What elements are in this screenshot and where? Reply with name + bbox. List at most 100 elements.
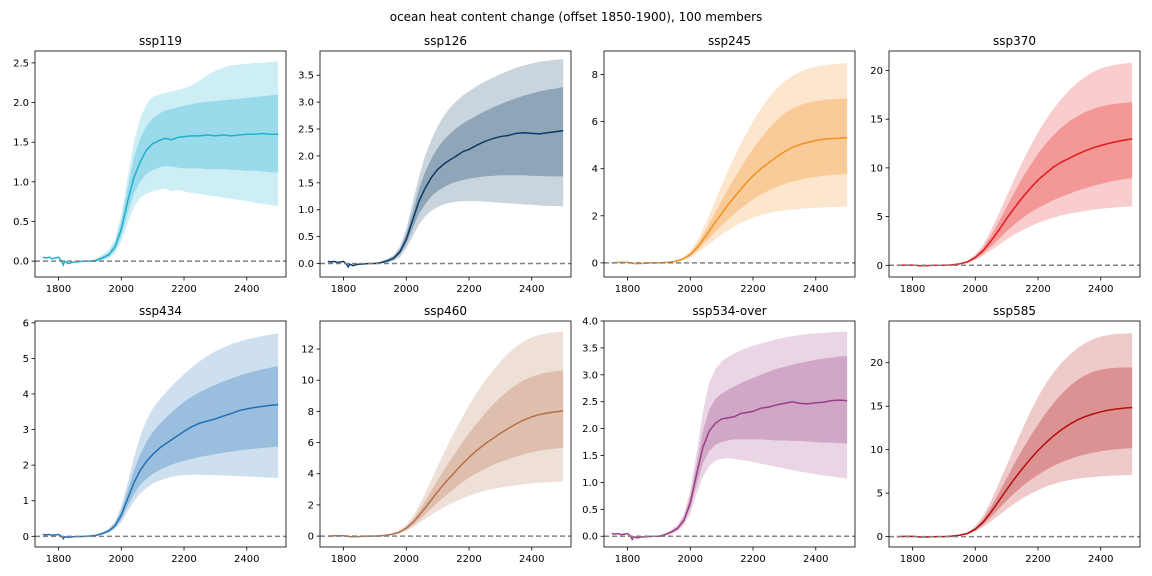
x-tick-label: 2000 (394, 554, 419, 565)
plot-area (320, 59, 571, 269)
x-tick-label: 2200 (740, 284, 765, 295)
y-tick-label: 8 (308, 407, 314, 418)
y-tick-label: 3.5 (298, 71, 314, 82)
subplot-title: ssp370 (993, 34, 1036, 48)
subplot-title: ssp460 (424, 304, 467, 318)
band-5-95 (42, 61, 279, 266)
x-tick-label: 2200 (1025, 554, 1050, 565)
y-tick-label: 3.0 (582, 370, 598, 381)
band-17-83 (327, 370, 564, 537)
band-17-83 (611, 98, 848, 264)
axes-frame (319, 50, 572, 278)
subplot-title: ssp119 (139, 34, 182, 48)
axes-frame (888, 50, 1141, 278)
x-tick-label: 2200 (171, 284, 196, 295)
y-tick-label: 4 (592, 164, 598, 175)
y-tick-label: 0 (23, 532, 29, 543)
y-tick-label: 1.5 (582, 451, 598, 462)
x-tick-label: 2200 (456, 284, 481, 295)
y-tick-label: 6 (23, 318, 29, 329)
x-tick-label: 2200 (171, 554, 196, 565)
y-tick-label: 15 (870, 115, 883, 126)
x-tick-label: 2400 (1088, 554, 1113, 565)
x-tick-label: 1800 (331, 284, 356, 295)
y-tick-label: 3.0 (298, 98, 314, 109)
y-tick-label: 1.0 (298, 205, 314, 216)
y-tick-label: 0 (877, 261, 883, 272)
plot-area (320, 331, 571, 538)
median-line (896, 138, 1133, 267)
x-tick-label: 1800 (900, 284, 925, 295)
y-tick-label: 8 (592, 70, 598, 81)
x-tick-label: 2000 (109, 284, 134, 295)
x-tick-label: 2000 (963, 284, 988, 295)
x-tick-label: 2000 (109, 554, 134, 565)
y-tick-label: 4 (308, 469, 314, 480)
y-tick-label: 0.5 (298, 232, 314, 243)
figure-suptitle: ocean heat content change (offset 1850-1… (389, 10, 763, 24)
subplot-title: ssp245 (708, 34, 751, 48)
y-tick-label: 1.0 (13, 177, 29, 188)
y-tick-label: 4 (23, 389, 29, 400)
axes-frame (603, 50, 856, 278)
x-tick-label: 1800 (615, 284, 640, 295)
x-tick-label: 2000 (678, 284, 703, 295)
median-line (327, 129, 564, 269)
y-tick-label: 1.0 (582, 478, 598, 489)
y-tick-label: 1 (23, 496, 29, 507)
x-tick-label: 2400 (234, 284, 259, 295)
axes-frame (34, 320, 287, 548)
x-tick-label: 1800 (46, 284, 71, 295)
subplot-title: ssp434 (139, 304, 182, 318)
band-5-95 (42, 333, 279, 539)
y-tick-label: 5 (877, 489, 883, 500)
y-tick-label: 2 (23, 461, 29, 472)
plot-area (889, 333, 1140, 538)
subplot-ssp245: ssp245 1800 2000 2200 2400 0 2 4 6 8 (592, 34, 856, 295)
x-tick-label: 2400 (519, 284, 544, 295)
subplot-title: ssp534-over (692, 304, 766, 318)
y-tick-label: 12 (301, 345, 314, 356)
band-5-95 (896, 62, 1133, 266)
axes-frame (319, 320, 572, 548)
band-17-83 (42, 366, 279, 539)
y-tick-label: 10 (301, 376, 314, 387)
band-17-83 (896, 367, 1133, 537)
y-tick-label: 5 (23, 354, 29, 365)
y-tick-label: 10 (870, 163, 883, 174)
median-line (611, 399, 848, 542)
y-tick-label: 2.0 (298, 151, 314, 162)
y-tick-label: 0.5 (582, 505, 598, 516)
median-line (42, 132, 279, 268)
plot-area (604, 331, 855, 542)
x-tick-label: 2200 (740, 554, 765, 565)
plot-area (604, 62, 855, 265)
y-tick-label: 6 (592, 117, 598, 128)
median-line (896, 406, 1133, 538)
y-tick-label: 20 (870, 358, 883, 369)
band-17-83 (327, 87, 564, 267)
plot-area (889, 62, 1140, 267)
y-tick-label: 5 (877, 212, 883, 223)
median-line (42, 403, 279, 541)
y-tick-label: 2.0 (582, 424, 598, 435)
y-tick-label: 2.5 (298, 125, 314, 136)
x-tick-label: 2000 (394, 284, 419, 295)
y-tick-label: 6 (308, 438, 314, 449)
x-tick-label: 1800 (615, 554, 640, 565)
y-tick-label: 10 (870, 445, 883, 456)
axes-frame (34, 50, 287, 278)
band-5-95 (611, 331, 848, 540)
x-tick-label: 2000 (963, 554, 988, 565)
x-tick-label: 2200 (1025, 284, 1050, 295)
median-line (611, 136, 848, 265)
plot-area (35, 61, 286, 268)
subplot-ssp434: ssp434 1800 2000 2200 2400 0 1 2 3 4 5 6 (23, 304, 287, 565)
y-tick-label: 20 (870, 66, 883, 77)
y-tick-label: 4.0 (582, 317, 598, 328)
y-tick-label: 0.0 (582, 532, 598, 543)
y-tick-label: 2.5 (13, 58, 29, 69)
median-line (327, 410, 564, 538)
band-17-83 (42, 94, 279, 266)
